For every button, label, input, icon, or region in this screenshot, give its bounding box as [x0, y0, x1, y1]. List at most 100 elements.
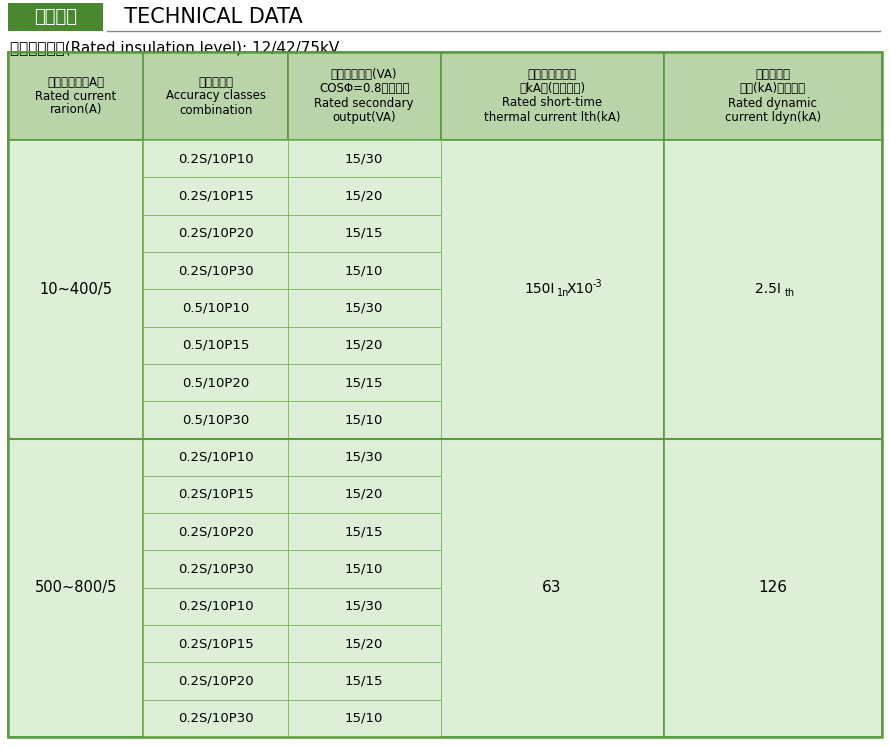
- Text: 500~800/5: 500~800/5: [35, 580, 117, 595]
- Text: X10: X10: [567, 282, 595, 297]
- Bar: [143, 663, 287, 700]
- Text: 15/10: 15/10: [345, 413, 384, 427]
- Bar: [8, 52, 143, 140]
- Text: （kA）(方均根值): （kA）(方均根值): [519, 82, 585, 96]
- Bar: [8, 3, 103, 31]
- Text: Rated short-time: Rated short-time: [502, 96, 603, 110]
- Bar: [287, 326, 441, 364]
- Bar: [287, 52, 441, 140]
- Text: 126: 126: [758, 580, 788, 595]
- Text: Rated current: Rated current: [35, 90, 117, 102]
- Text: 15/10: 15/10: [345, 264, 384, 277]
- Bar: [664, 52, 882, 140]
- Bar: [143, 625, 287, 663]
- Bar: [287, 177, 441, 214]
- Text: 15/15: 15/15: [345, 376, 384, 389]
- Text: 0.2S/10P15: 0.2S/10P15: [178, 488, 254, 501]
- Text: Rated secondary: Rated secondary: [314, 96, 414, 110]
- Bar: [441, 140, 664, 438]
- Text: th: th: [785, 288, 795, 298]
- Text: 15/20: 15/20: [345, 637, 384, 650]
- Text: 15/15: 15/15: [345, 525, 384, 539]
- Bar: [287, 476, 441, 513]
- Bar: [287, 588, 441, 625]
- Bar: [287, 364, 441, 401]
- Text: Accuracy classes: Accuracy classes: [166, 90, 265, 102]
- Bar: [143, 438, 287, 476]
- Bar: [287, 140, 441, 177]
- Bar: [287, 700, 441, 737]
- Text: COSΦ=0.8（滞后）: COSΦ=0.8（滞后）: [319, 82, 409, 96]
- Text: 额定动稳定: 额定动稳定: [756, 69, 790, 81]
- Text: output(VA): output(VA): [332, 111, 396, 123]
- Bar: [143, 252, 287, 289]
- Bar: [287, 401, 441, 438]
- Bar: [287, 625, 441, 663]
- Bar: [143, 289, 287, 326]
- Text: 额定二次输出(VA): 额定二次输出(VA): [331, 69, 398, 81]
- Bar: [287, 513, 441, 551]
- Text: 0.2S/10P15: 0.2S/10P15: [178, 190, 254, 202]
- Text: 15/15: 15/15: [345, 227, 384, 240]
- Bar: [441, 52, 664, 140]
- Text: 0.2S/10P30: 0.2S/10P30: [178, 562, 254, 576]
- Bar: [287, 289, 441, 326]
- Bar: [8, 140, 143, 438]
- Text: 15/15: 15/15: [345, 675, 384, 687]
- Text: 0.2S/10P10: 0.2S/10P10: [178, 152, 254, 165]
- Text: 0.2S/10P15: 0.2S/10P15: [178, 637, 254, 650]
- Bar: [143, 177, 287, 214]
- Bar: [664, 140, 882, 438]
- Text: thermal current lth(kA): thermal current lth(kA): [484, 111, 620, 123]
- Text: 准确级组合: 准确级组合: [198, 75, 233, 88]
- Text: current ldyn(kA): current ldyn(kA): [724, 111, 821, 123]
- Bar: [287, 663, 441, 700]
- Bar: [143, 588, 287, 625]
- Text: 技术参数: 技术参数: [34, 8, 77, 26]
- Text: 150I: 150I: [524, 282, 554, 297]
- Text: 2.5I: 2.5I: [755, 282, 781, 297]
- Bar: [143, 214, 287, 252]
- Text: 电流(kA)方均根值: 电流(kA)方均根值: [740, 82, 805, 96]
- Text: TECHNICAL DATA: TECHNICAL DATA: [111, 7, 303, 27]
- Bar: [441, 438, 664, 737]
- Text: 63: 63: [542, 580, 562, 595]
- Text: 15/30: 15/30: [345, 152, 384, 165]
- Bar: [143, 140, 287, 177]
- Text: 15/10: 15/10: [345, 712, 384, 725]
- Text: rarion(A): rarion(A): [50, 104, 102, 117]
- Text: 0.5/10P10: 0.5/10P10: [182, 301, 249, 314]
- Bar: [143, 476, 287, 513]
- Bar: [143, 52, 287, 140]
- Bar: [287, 252, 441, 289]
- Text: 15/20: 15/20: [345, 488, 384, 501]
- Text: 额定电流比（A）: 额定电流比（A）: [47, 75, 104, 88]
- Text: 0.5/10P15: 0.5/10P15: [182, 338, 249, 352]
- Text: 15/30: 15/30: [345, 600, 384, 613]
- Text: 0.2S/10P10: 0.2S/10P10: [178, 600, 254, 613]
- Text: 0.2S/10P30: 0.2S/10P30: [178, 264, 254, 277]
- Bar: [143, 326, 287, 364]
- Text: 10~400/5: 10~400/5: [39, 282, 112, 297]
- Text: 0.5/10P20: 0.5/10P20: [182, 376, 249, 389]
- Text: 0.2S/10P10: 0.2S/10P10: [178, 450, 254, 464]
- Text: 0.2S/10P20: 0.2S/10P20: [178, 675, 254, 687]
- Bar: [664, 438, 882, 737]
- Bar: [287, 214, 441, 252]
- Bar: [143, 364, 287, 401]
- Bar: [143, 513, 287, 551]
- Bar: [8, 438, 143, 737]
- Text: 15/20: 15/20: [345, 190, 384, 202]
- Text: 额定短时热电流: 额定短时热电流: [528, 69, 577, 81]
- Text: Rated dynamic: Rated dynamic: [728, 96, 817, 110]
- Text: -3: -3: [592, 279, 602, 289]
- Text: 0.2S/10P30: 0.2S/10P30: [178, 712, 254, 725]
- Bar: [143, 700, 287, 737]
- Text: 1n: 1n: [557, 288, 570, 298]
- Text: 15/20: 15/20: [345, 338, 384, 352]
- Bar: [287, 551, 441, 588]
- Text: 0.2S/10P20: 0.2S/10P20: [178, 227, 254, 240]
- Text: 15/30: 15/30: [345, 450, 384, 464]
- Text: 额定绝缘水平(Rated insulation level): 12/42/75kV: 额定绝缘水平(Rated insulation level): 12/42/75…: [10, 40, 339, 55]
- Text: combination: combination: [179, 104, 252, 117]
